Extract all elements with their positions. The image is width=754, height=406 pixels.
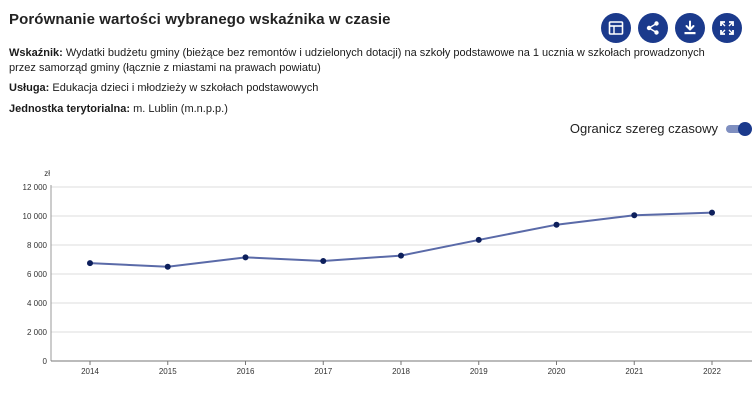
y-tick-label: 2 000 [27,328,48,337]
toggle-label: Ogranicz szereg czasowy [569,121,718,136]
service-description: Usługa: Edukacja dzieci i młodzieży w sz… [9,81,318,96]
x-tick-label: 2020 [548,367,566,376]
toggle-knob [738,121,752,136]
data-point [709,209,715,216]
line-chart: zł 0 2 000 4 000 6 000 8 000 10 000 12 000 2014 2… [23,169,752,376]
territorial-unit: Jednostka terytorialna: m. Lublin (m.n.p… [9,102,228,117]
table-view-button[interactable] [601,13,631,43]
x-tick-label: 2016 [237,367,255,376]
service-value: Edukacja dzieci i młodzieży w szkołach p… [52,82,319,94]
x-tick-label: 2017 [314,367,332,376]
y-tick-label: 10 000 [23,212,48,221]
service-label: Usługa: [9,82,50,94]
data-point [164,263,171,270]
y-tick-label: 4 000 [27,299,48,308]
y-axis-unit-label: zł [44,169,50,178]
table-icon [608,21,624,35]
y-tick-label: 0 [43,357,48,366]
data-point [553,221,560,228]
data-point [398,252,404,259]
indicator-label: Wskaźnik: [9,47,63,59]
share-icon [646,21,659,35]
share-button[interactable] [638,13,668,43]
data-point [87,260,93,267]
x-tick-label: 2021 [625,367,643,376]
data-point [320,257,327,264]
y-tick-label: 8 000 [27,241,48,250]
x-tick-label: 2022 [703,367,721,376]
data-point [242,254,249,261]
x-tick-label: 2019 [470,367,488,376]
data-point [631,212,638,219]
download-icon [684,20,696,35]
data-point [475,236,482,243]
territorial-unit-value: m. Lublin (m.n.p.p.) [133,103,228,115]
indicator-value: Wydatki budżetu gminy (bieżące bez remon… [9,47,705,74]
indicator-description: Wskaźnik: Wydatki budżetu gminy (bieżące… [9,46,729,76]
series-line [89,211,713,268]
x-tick-label: 2018 [392,367,410,376]
download-button[interactable] [675,13,705,43]
chart-toolbar [601,13,742,43]
y-tick-label: 6 000 [27,270,48,279]
page-title: Porównanie wartości wybranego wskaźnika … [9,11,391,28]
y-tick-label: 12 000 [23,183,48,192]
fullscreen-button[interactable] [712,13,742,43]
x-tick-label: 2015 [159,367,177,376]
toggle-switch[interactable] [726,121,752,136]
x-tick-label: 2014 [81,367,99,376]
fullscreen-icon [720,21,734,35]
territorial-unit-label: Jednostka terytorialna: [9,103,131,115]
limit-series-toggle[interactable]: Ogranicz szereg czasowy [569,121,752,136]
